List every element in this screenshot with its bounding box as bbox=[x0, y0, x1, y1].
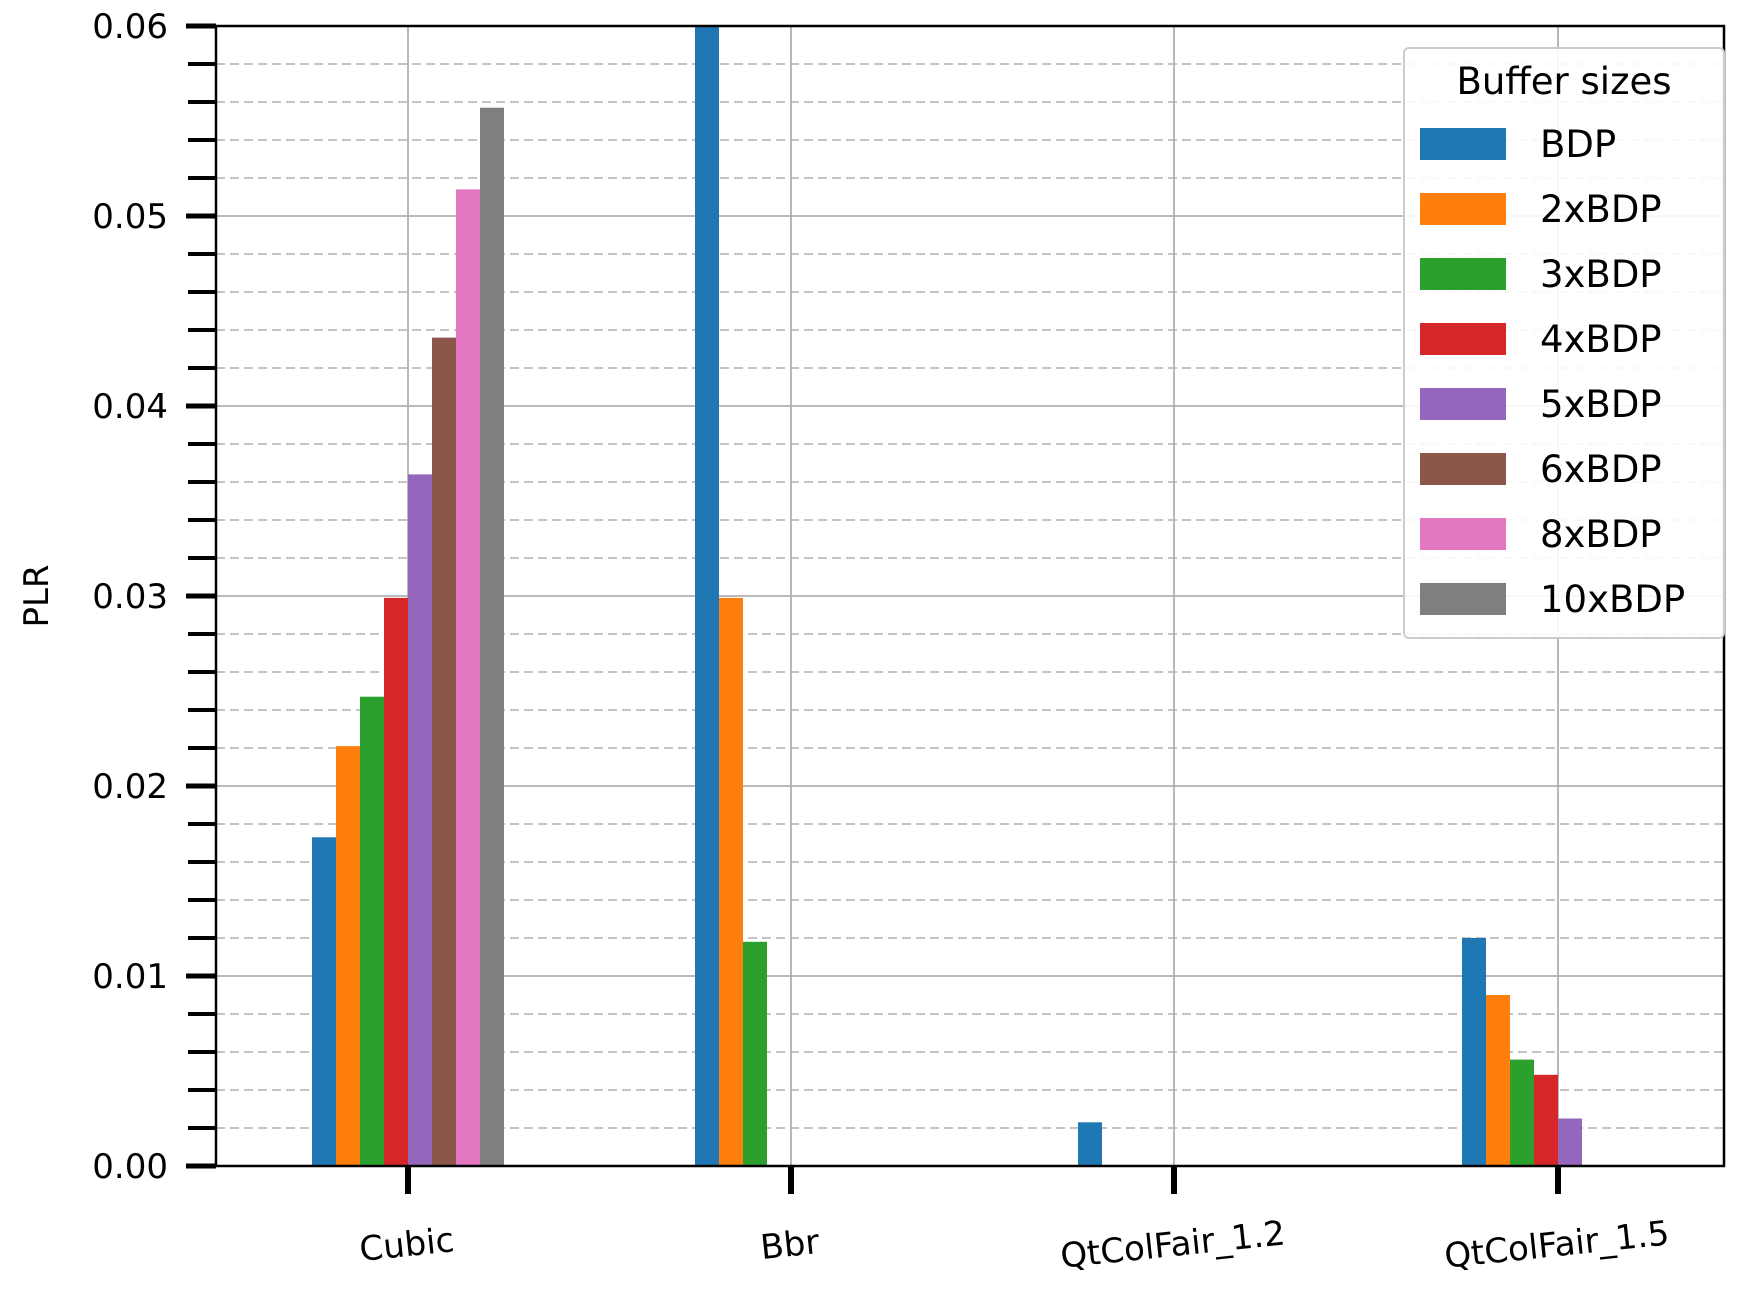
x-tick-label: Bbr bbox=[758, 1222, 821, 1268]
bar bbox=[456, 189, 480, 1166]
y-tick-label: 0.02 bbox=[92, 767, 168, 807]
x-tick-label: Cubic bbox=[358, 1220, 457, 1270]
legend-label: BDP bbox=[1540, 123, 1616, 166]
legend-swatch bbox=[1420, 258, 1506, 290]
bar bbox=[360, 696, 384, 1166]
bars bbox=[312, 26, 1582, 1167]
legend: Buffer sizes BDP 2xBDP 3xBDP 4xBDP 5xBDP 6xBD… bbox=[1403, 47, 1725, 639]
bar bbox=[336, 746, 360, 1166]
y-tick-label: 0.00 bbox=[92, 1147, 168, 1187]
legend-swatch bbox=[1420, 323, 1506, 355]
y-tick-label: 0.03 bbox=[92, 577, 168, 617]
bar bbox=[743, 941, 767, 1166]
bar bbox=[695, 26, 719, 1166]
legend-swatch bbox=[1420, 193, 1506, 225]
x-tick-label: QtColFair_1.2 bbox=[1058, 1213, 1287, 1276]
bar bbox=[1510, 1059, 1534, 1166]
legend-title: Buffer sizes bbox=[1456, 60, 1671, 103]
x-tick-label: QtColFair_1.5 bbox=[1442, 1213, 1671, 1276]
bar bbox=[384, 597, 408, 1166]
y-axis-title: PLR bbox=[17, 564, 57, 627]
legend-swatch bbox=[1420, 388, 1506, 420]
legend-label: 4xBDP bbox=[1540, 318, 1662, 361]
legend-swatch bbox=[1420, 518, 1506, 550]
legend-label: 10xBDP bbox=[1540, 578, 1685, 621]
bar bbox=[719, 597, 743, 1166]
y-tick-label: 0.05 bbox=[92, 197, 168, 237]
bar bbox=[1462, 938, 1486, 1166]
bar bbox=[1534, 1074, 1558, 1166]
bar bbox=[312, 837, 336, 1166]
bar bbox=[1078, 1122, 1102, 1166]
y-tick-label: 0.01 bbox=[92, 957, 168, 997]
y-axis: 0.00 0.01 0.02 0.03 0.04 0.05 0.06 bbox=[92, 7, 216, 1187]
y-tick-label: 0.04 bbox=[92, 387, 168, 427]
legend-label: 8xBDP bbox=[1540, 513, 1662, 556]
legend-label: 2xBDP bbox=[1540, 188, 1662, 231]
legend-items: BDP 2xBDP 3xBDP 4xBDP 5xBDP 6xBDP 8xBDP 10xBDP bbox=[1420, 123, 1685, 621]
legend-swatch bbox=[1420, 128, 1506, 160]
bar bbox=[1558, 1118, 1582, 1166]
legend-swatch bbox=[1420, 583, 1506, 615]
bar bbox=[432, 337, 456, 1167]
y-tick-label: 0.06 bbox=[92, 7, 168, 47]
legend-label: 6xBDP bbox=[1540, 448, 1662, 491]
x-axis: Cubic Bbr QtColFair_1.2 QtColFair_1.5 bbox=[358, 1166, 1671, 1277]
legend-label: 3xBDP bbox=[1540, 253, 1662, 296]
bar bbox=[480, 107, 504, 1167]
legend-swatch bbox=[1420, 453, 1506, 485]
bar bbox=[408, 474, 432, 1166]
bar bbox=[1486, 995, 1510, 1166]
legend-label: 5xBDP bbox=[1540, 383, 1662, 426]
